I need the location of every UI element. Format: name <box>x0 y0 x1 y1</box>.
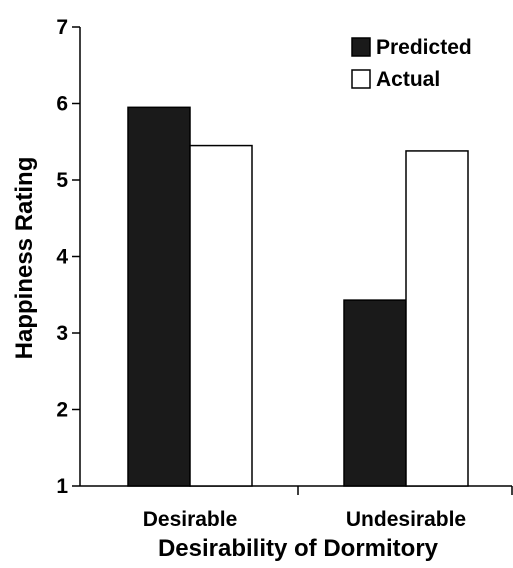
y-tick-label: 2 <box>56 399 68 422</box>
y-axis-title: Happiness Rating <box>11 157 38 360</box>
x-axis-title: Desirability of Dormitory <box>158 535 439 562</box>
y-tick-label: 3 <box>56 322 68 345</box>
bar-actual-undesirable <box>405 150 469 487</box>
bar-predicted-desirable <box>127 106 191 487</box>
legend-label-actual: Actual <box>376 68 440 91</box>
y-tick-label: 5 <box>56 169 68 192</box>
bar-predicted-undesirable <box>343 299 407 487</box>
plot-area: 1 2 3 4 5 6 7 Desirable Undesirable <box>56 16 513 531</box>
y-tick-label: 4 <box>56 246 68 269</box>
y-tick-label: 6 <box>56 93 68 116</box>
legend: Predicted Actual <box>351 36 472 91</box>
legend-swatch-predicted <box>351 37 371 57</box>
legend-swatch-actual <box>351 69 371 89</box>
legend-label-predicted: Predicted <box>376 36 472 59</box>
x-tick-label: Undesirable <box>346 508 466 531</box>
y-tick-label: 1 <box>56 475 68 498</box>
x-tick-label: Desirable <box>143 508 238 531</box>
bar-actual-desirable <box>189 144 253 487</box>
y-tick-label: 7 <box>56 16 68 39</box>
